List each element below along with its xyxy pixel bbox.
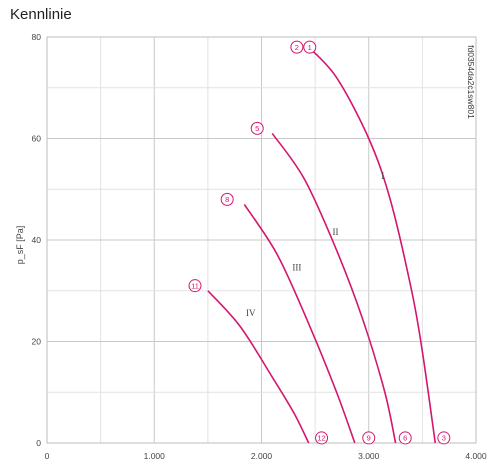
- point-marker-number: 9: [367, 434, 371, 443]
- x-tick-label: 2.000: [251, 451, 273, 461]
- point-marker: [303, 40, 317, 54]
- series-line-iii: [243, 204, 356, 444]
- point-marker: [220, 192, 234, 206]
- y-axis-label: p_sF [Pa]: [15, 226, 25, 265]
- y-tick-label: 40: [32, 235, 42, 245]
- x-tick-label: 1.000: [144, 451, 166, 461]
- side-code: fd0354da2c1sw801: [466, 45, 476, 119]
- point-marker: [315, 431, 329, 445]
- y-tick-label: 60: [32, 134, 42, 144]
- series-label-ii: II: [333, 227, 339, 237]
- point-marker-number: 1: [308, 43, 312, 52]
- point-marker: [398, 431, 412, 445]
- point-marker-number: 8: [225, 195, 229, 204]
- series-line-i: [308, 46, 437, 444]
- y-tick-label: 0: [36, 438, 41, 448]
- series-line-ii: [271, 132, 397, 444]
- plot-frame: [46, 36, 477, 444]
- x-tick-label: 0: [45, 451, 50, 461]
- point-marker-number: 3: [442, 434, 446, 443]
- y-tick-label: 20: [32, 337, 42, 347]
- page-title: Kennlinie: [10, 6, 72, 23]
- point-marker: [362, 431, 376, 445]
- grid: [46, 36, 477, 444]
- point-marker-number: 2: [295, 43, 299, 52]
- y-tick-label: 80: [32, 32, 42, 42]
- series-label-iv: IV: [246, 308, 256, 318]
- x-tick-label: 3.000: [358, 451, 380, 461]
- point-marker: [250, 121, 264, 135]
- point-marker: [437, 431, 451, 445]
- series-label-iii: III: [292, 262, 301, 272]
- point-marker-number: 5: [255, 124, 259, 133]
- point-marker-number: 11: [191, 281, 199, 290]
- x-tick-label: 4.000: [465, 451, 487, 461]
- point-marker-number: 12: [317, 434, 325, 443]
- markers: 1 3 5 6 8 9 11 12 2: [188, 40, 451, 445]
- point-marker-number: 6: [403, 434, 407, 443]
- curves: [207, 46, 437, 444]
- point-marker: [188, 279, 202, 293]
- point-marker: [290, 40, 304, 54]
- series-label-i: I: [381, 171, 384, 181]
- series-line-iv: [207, 290, 310, 444]
